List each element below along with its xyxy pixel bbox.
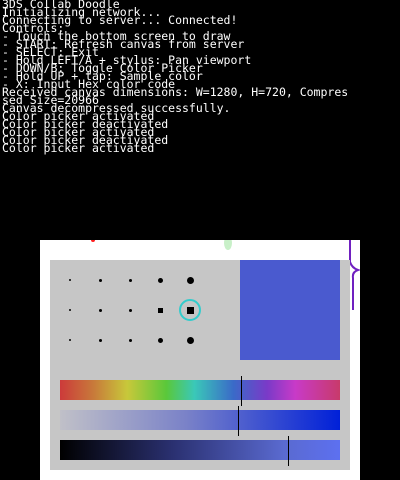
brush-size-option[interactable]: [128, 308, 132, 312]
console-line: Canvas decompressed successfully.: [2, 101, 231, 115]
canvas-stroke-green: [224, 240, 232, 250]
console-line: Received canvas dimensions: W=1280, H=72…: [2, 85, 349, 99]
brush-size-option[interactable]: [69, 339, 71, 341]
console-line: - DOWN/B: Toggle Color Picker: [2, 61, 203, 75]
brush-size-option[interactable]: [98, 308, 102, 312]
hue-slider-thumb[interactable]: [241, 376, 242, 406]
console-line: Initializing network...: [2, 5, 162, 19]
console-line: - X: Input Hex color code: [2, 77, 176, 91]
console-line: Color picker deactivated: [2, 133, 169, 147]
saturation-slider-thumb[interactable]: [238, 406, 239, 436]
console-line: Color picker activated: [2, 109, 155, 123]
color-picker-panel: [50, 260, 350, 470]
value-slider[interactable]: [60, 436, 340, 466]
brush-size-option[interactable]: [69, 309, 71, 311]
current-color-preview: [240, 260, 340, 360]
brush-size-option[interactable]: [128, 278, 132, 282]
brush-size-option[interactable]: [186, 336, 194, 344]
canvas-stroke-purple: [349, 240, 360, 310]
console-log: 3DS Collab Doodle Initializing network...…: [2, 0, 400, 155]
console-line: Controls:: [2, 21, 65, 35]
brush-size-option[interactable]: [98, 338, 102, 342]
console-line: Color picker deactivated: [2, 117, 169, 131]
console-line: Color picker activated: [2, 125, 155, 139]
brush-size-option[interactable]: [186, 276, 194, 284]
brush-size-option[interactable]: [157, 277, 163, 283]
console-line: - Hold LEFT/A + stylus: Pan viewport: [2, 53, 252, 67]
hue-slider[interactable]: [60, 376, 340, 406]
console-line: 3DS Collab Doodle: [2, 0, 120, 11]
console-line: - Touch the bottom screen to draw: [2, 29, 231, 43]
brush-size-option[interactable]: [128, 338, 132, 342]
brush-size-option[interactable]: [69, 279, 71, 281]
brush-size-option[interactable]: [157, 337, 163, 343]
canvas-stroke-red: [91, 240, 95, 242]
console-line: - Hold UP + tap: Sample color: [2, 69, 203, 83]
console-line: - START: Refresh canvas from server: [2, 37, 245, 51]
brush-size-option[interactable]: [98, 278, 102, 282]
bottom-screen-canvas[interactable]: [40, 240, 360, 480]
top-screen: 3DS Collab Doodle Initializing network...…: [2, 0, 400, 155]
selection-ring-icon: [179, 299, 201, 321]
console-line: Connecting to server... Connected!: [2, 13, 238, 27]
saturation-slider[interactable]: [60, 406, 340, 436]
brush-size-option[interactable]: [157, 307, 163, 313]
console-line: Color picker activated: [2, 141, 155, 155]
value-slider-thumb[interactable]: [288, 436, 289, 466]
console-line: - SELECT: Exit: [2, 45, 99, 59]
console-line: sed Size=20966: [2, 93, 99, 107]
